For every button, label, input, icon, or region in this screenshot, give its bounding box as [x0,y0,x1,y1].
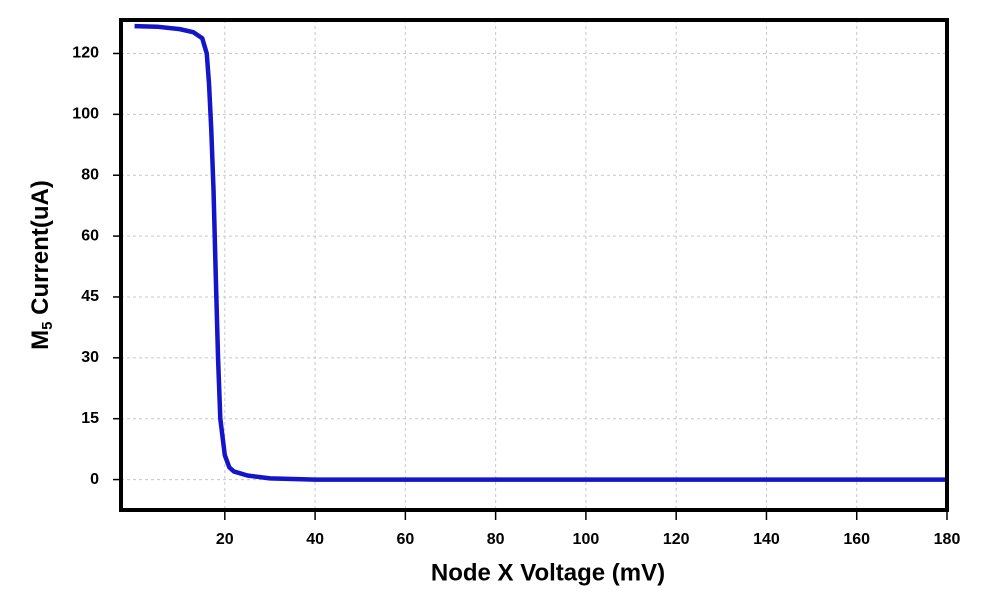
y-label-rest: Current(uA) [27,180,54,321]
y-tick-label: 45 [81,288,99,305]
y-label-main: M [27,330,54,350]
x-tick-label: 100 [573,531,600,548]
x-axis-label: Node X Voltage (mV) [431,559,665,586]
y-axis-label: M5 Current(uA) [27,180,56,350]
x-tick-label: 60 [396,531,414,548]
y-tick-label: 0 [90,471,99,488]
y-tick-label: 30 [81,349,99,366]
x-tick-label: 140 [753,531,780,548]
x-tick-label: 40 [306,531,324,548]
grid [121,20,948,510]
y-tick-label: 15 [81,410,99,427]
x-tick-label: 80 [487,531,505,548]
plot-frame [119,18,949,512]
x-tick-label: 180 [934,531,961,548]
series-line [134,23,947,482]
x-tick-label: 120 [663,531,690,548]
y-tick-label: 60 [81,227,99,244]
y-tick-label: 100 [72,106,99,123]
x-tick-label: 160 [843,531,870,548]
y-label-subscript: 5 [39,321,56,329]
y-tick-label: 80 [81,166,99,183]
x-tick-label: 20 [216,531,234,548]
y-tick-label: 120 [72,45,99,62]
